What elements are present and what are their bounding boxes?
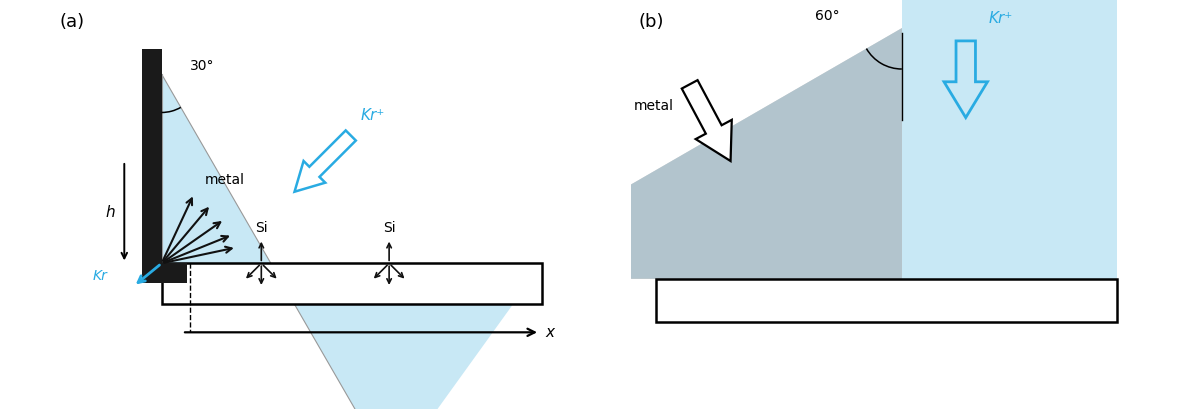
Text: Si: Si	[255, 220, 268, 235]
Text: x: x	[545, 325, 554, 340]
Polygon shape	[468, 28, 902, 279]
Text: metal: metal	[204, 173, 245, 187]
Text: 30°: 30°	[190, 59, 214, 73]
Text: (a): (a)	[59, 13, 84, 31]
Text: (b): (b)	[638, 13, 664, 31]
Text: Kr: Kr	[92, 269, 108, 283]
Polygon shape	[142, 263, 187, 283]
Text: Kr⁺: Kr⁺	[361, 108, 385, 123]
Text: 60°: 60°	[816, 9, 840, 23]
Polygon shape	[631, 28, 902, 279]
Bar	[902, 0, 1117, 279]
Polygon shape	[468, 28, 902, 279]
Text: Kr⁺: Kr⁺	[989, 11, 1013, 26]
Polygon shape	[162, 74, 543, 409]
Polygon shape	[682, 80, 732, 161]
Text: Si: Si	[383, 220, 396, 235]
Polygon shape	[142, 49, 162, 263]
Bar	[656, 279, 1117, 322]
Bar	[162, 263, 543, 304]
Text: metal: metal	[634, 99, 674, 113]
Text: h: h	[105, 204, 115, 220]
